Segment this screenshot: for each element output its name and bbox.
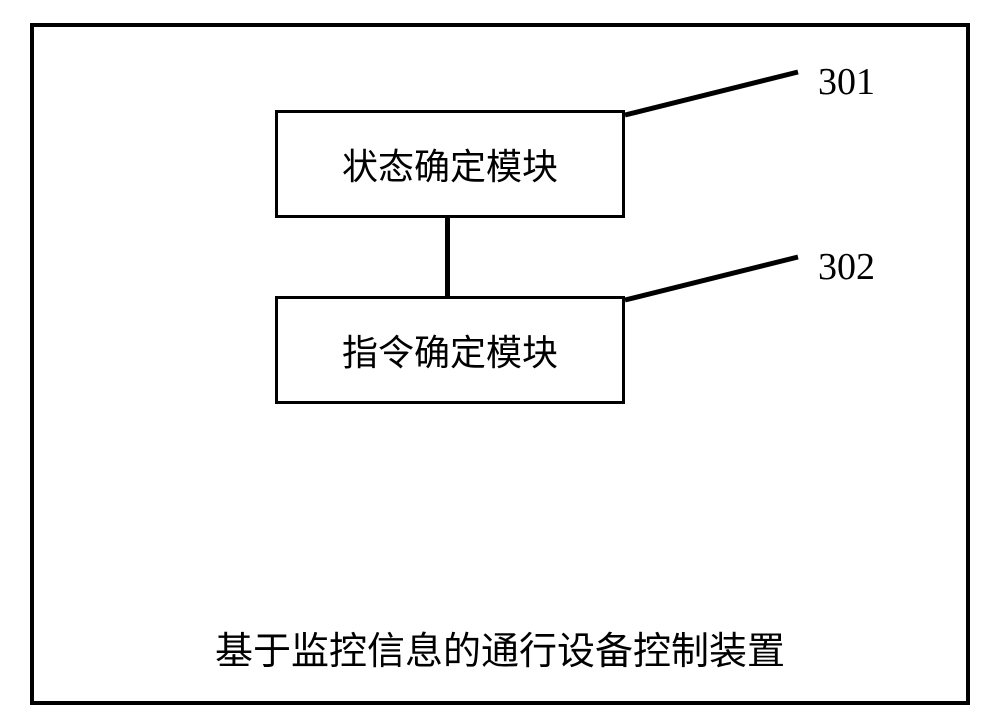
module-label-command: 指令确定模块	[342, 324, 558, 376]
module-box-state: 状态确定模块	[275, 110, 625, 218]
module-box-command: 指令确定模块	[275, 296, 625, 404]
connector-line	[445, 218, 450, 296]
ref-label-302: 302	[818, 245, 875, 289]
diagram-caption: 基于监控信息的通行设备控制装置	[195, 620, 805, 675]
module-label-state: 状态确定模块	[342, 138, 558, 190]
ref-label-301: 301	[818, 60, 875, 104]
